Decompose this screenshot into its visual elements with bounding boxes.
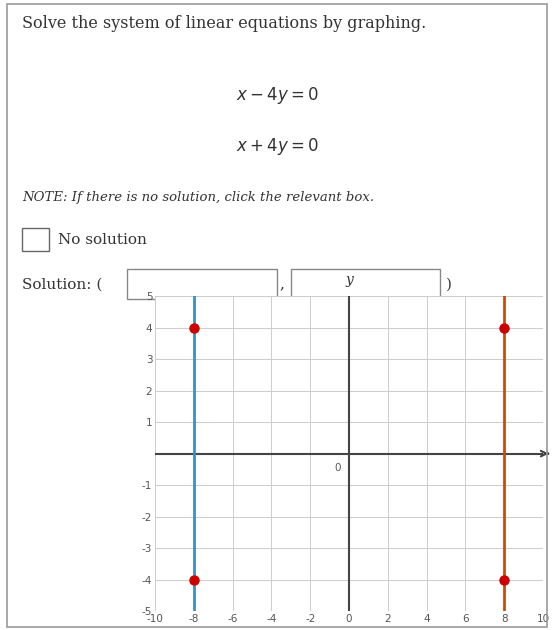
Text: No solution: No solution bbox=[58, 232, 147, 246]
Text: ): ) bbox=[446, 277, 452, 291]
FancyBboxPatch shape bbox=[22, 228, 49, 251]
Text: $x + 4y = 0$: $x + 4y = 0$ bbox=[235, 136, 319, 157]
Text: 0: 0 bbox=[335, 463, 341, 473]
Text: y: y bbox=[345, 273, 353, 287]
Text: $x - 4y = 0$: $x - 4y = 0$ bbox=[235, 84, 319, 106]
Text: ,: , bbox=[279, 277, 284, 291]
Text: Solution: (: Solution: ( bbox=[22, 277, 102, 291]
FancyBboxPatch shape bbox=[291, 269, 440, 299]
Text: Solve the system of linear equations by graphing.: Solve the system of linear equations by … bbox=[22, 15, 427, 32]
Text: NOTE: If there is no solution, click the relevant box.: NOTE: If there is no solution, click the… bbox=[22, 190, 375, 203]
FancyBboxPatch shape bbox=[127, 269, 277, 299]
